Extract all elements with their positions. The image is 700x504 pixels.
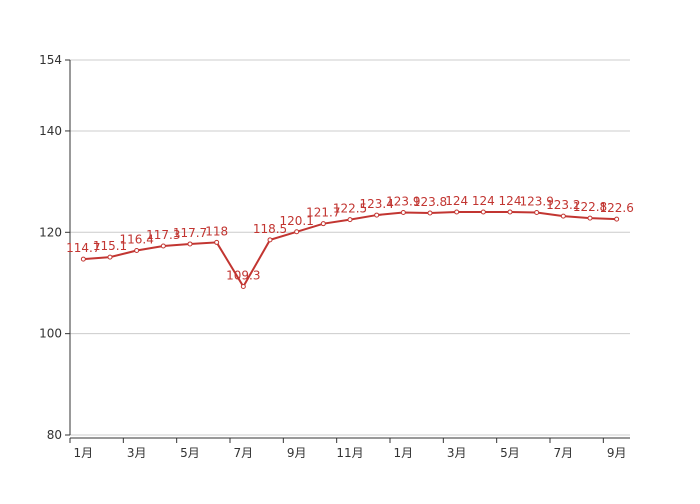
point bbox=[427, 210, 433, 216]
x-tick-label: 9月 bbox=[287, 446, 307, 460]
x-tick-label: 5月 bbox=[180, 446, 200, 460]
data-label: 122.5 bbox=[333, 202, 367, 216]
data-label: 123.8 bbox=[413, 195, 447, 209]
x-tick-label: 7月 bbox=[554, 446, 574, 460]
x-tick-label: 11月 bbox=[336, 446, 363, 460]
point bbox=[400, 210, 406, 216]
data-label: 124 bbox=[472, 194, 495, 208]
y-tick-label: 100 bbox=[39, 327, 62, 341]
x-tick-label: 7月 bbox=[234, 446, 254, 460]
x-tick-label: 1月 bbox=[394, 446, 414, 460]
data-label: 115.1 bbox=[93, 239, 127, 253]
data-label: 116.4 bbox=[119, 233, 153, 247]
x-tick-label: 5月 bbox=[500, 446, 520, 460]
point bbox=[107, 254, 113, 260]
point bbox=[214, 239, 220, 245]
data-label: 118.5 bbox=[253, 222, 287, 236]
y-tick-label: 154 bbox=[39, 53, 62, 67]
data-label: 118 bbox=[205, 224, 228, 238]
data-label: 123.2 bbox=[546, 198, 580, 212]
data-label: 123.4 bbox=[359, 197, 393, 211]
data-label: 123.9 bbox=[519, 195, 553, 209]
point bbox=[320, 221, 326, 227]
x-tick-label: 9月 bbox=[607, 446, 627, 460]
x-tick-label: 3月 bbox=[127, 446, 147, 460]
x-tick-label: 3月 bbox=[447, 446, 467, 460]
point bbox=[534, 210, 540, 216]
point bbox=[374, 212, 380, 218]
x-tick-label: 1月 bbox=[74, 446, 94, 460]
point bbox=[507, 209, 513, 215]
point bbox=[347, 217, 353, 223]
data-label: 121.7 bbox=[306, 206, 340, 220]
point bbox=[454, 209, 460, 215]
point bbox=[560, 213, 566, 219]
point bbox=[187, 241, 193, 247]
data-label: 122.8 bbox=[573, 200, 607, 214]
point bbox=[160, 243, 166, 249]
y-tick-label: 140 bbox=[39, 124, 62, 138]
data-label: 124 bbox=[499, 194, 522, 208]
point bbox=[134, 248, 140, 254]
point bbox=[240, 284, 246, 290]
data-label: 114.7 bbox=[66, 241, 100, 255]
point bbox=[587, 215, 593, 221]
point bbox=[480, 209, 486, 215]
data-label: 117.7 bbox=[173, 226, 207, 240]
point bbox=[294, 229, 300, 235]
data-label: 109.3 bbox=[226, 269, 260, 283]
y-tick-label: 120 bbox=[39, 225, 62, 239]
point bbox=[267, 237, 273, 243]
data-label: 117.3 bbox=[146, 228, 180, 242]
y-tick-label: 80 bbox=[47, 428, 62, 442]
data-label: 123.9 bbox=[386, 195, 420, 209]
data-label: 124 bbox=[445, 194, 468, 208]
line bbox=[83, 211, 617, 289]
data-label: 120.1 bbox=[279, 214, 313, 228]
data-label: 122.6 bbox=[599, 201, 633, 215]
point bbox=[614, 216, 620, 222]
point bbox=[80, 256, 86, 262]
